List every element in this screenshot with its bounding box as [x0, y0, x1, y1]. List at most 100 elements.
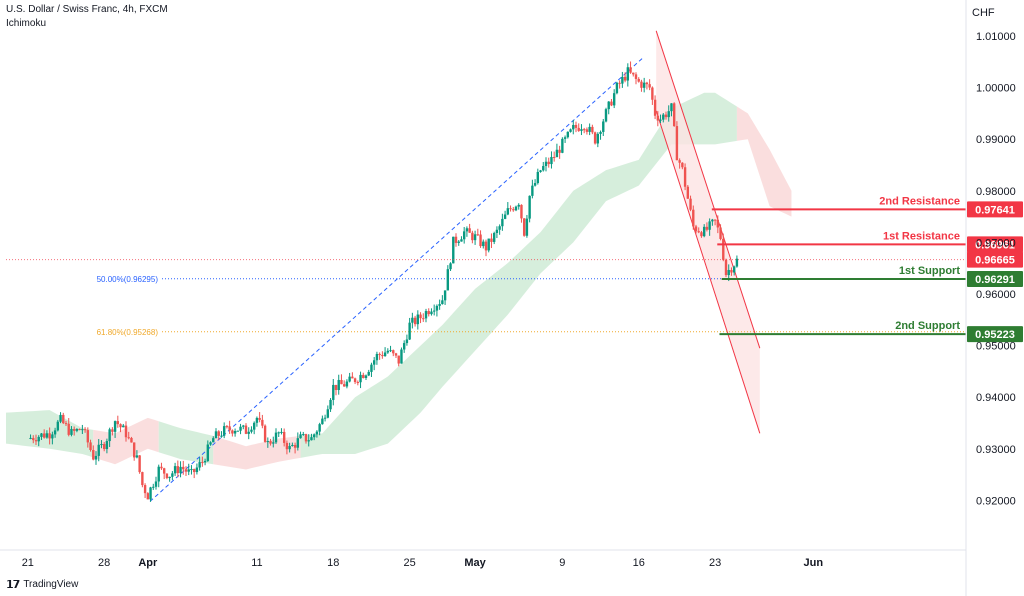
candle-body: [236, 430, 240, 432]
candle-body: [582, 129, 586, 131]
candle-body: [168, 476, 171, 479]
candle-body: [288, 446, 291, 450]
candle-body: [632, 72, 635, 75]
candle-body: [716, 219, 720, 228]
candle-body: [634, 74, 638, 79]
candle-body: [304, 434, 308, 442]
candle-body: [623, 76, 627, 81]
candle-body: [321, 418, 324, 425]
candle-body: [231, 430, 234, 434]
candle-body: [569, 129, 572, 132]
x-tick-label: May: [464, 557, 486, 569]
candle-body: [201, 462, 204, 464]
candle-body: [719, 227, 722, 239]
axis-currency-label: CHF: [972, 7, 995, 19]
y-tick-label: 0.96000: [976, 289, 1016, 301]
candle-body: [653, 99, 657, 116]
candle-body: [72, 428, 76, 431]
support-resistance-levels: 2nd Resistance 0.97641 1st Resistance 0.969…: [6, 195, 1023, 343]
candle-body: [659, 119, 662, 121]
candle-body: [389, 350, 392, 352]
candle-body: [348, 376, 351, 382]
candle-body: [498, 226, 501, 230]
channel-lower-line: [655, 110, 761, 434]
candle-body: [692, 209, 695, 227]
candle-body: [255, 417, 259, 423]
candle-body: [602, 121, 605, 132]
candle-body: [198, 462, 201, 468]
candle-body: [105, 441, 109, 450]
candle-body: [419, 314, 422, 319]
candle-body: [252, 422, 256, 430]
candle-body: [558, 149, 561, 153]
candle-body: [670, 103, 673, 112]
candle-body: [203, 460, 207, 463]
candle-body: [113, 421, 117, 432]
candle-body: [413, 317, 417, 325]
candle-body: [274, 432, 278, 443]
candle-body: [182, 466, 185, 470]
candle-body: [430, 311, 433, 315]
tradingview-logo[interactable]: 𝟭𝟳 TradingView: [6, 578, 78, 591]
candle-body: [593, 132, 597, 144]
candle-body: [681, 162, 684, 168]
candle-body: [454, 236, 458, 243]
candle-body: [525, 218, 529, 236]
candle-body: [329, 399, 332, 410]
candle-body: [528, 195, 531, 219]
candle-body: [694, 226, 698, 232]
candle-body: [239, 426, 242, 431]
candle-body: [495, 229, 499, 233]
candle-body: [173, 466, 177, 474]
candle-body: [501, 218, 504, 227]
candle-body: [83, 429, 87, 431]
candle-body: [228, 426, 231, 431]
candle-body: [610, 101, 613, 106]
indicator-label[interactable]: Ichimoku: [6, 18, 47, 29]
candle-body: [212, 438, 215, 443]
candle-body: [722, 238, 725, 260]
y-tick-label: 0.99000: [976, 134, 1016, 146]
candle-body: [697, 231, 700, 233]
candles: [29, 61, 739, 502]
candle-body: [566, 131, 570, 138]
y-tick-label: 0.92000: [976, 495, 1016, 507]
candle-body: [642, 82, 646, 88]
candle-body: [517, 204, 520, 207]
candle-body: [135, 455, 139, 458]
tradingview-logo-text: TradingView: [23, 579, 79, 590]
candle-body: [686, 186, 690, 199]
candle-body: [97, 444, 100, 456]
resistance-price-tag-text: 0.96961: [975, 239, 1015, 251]
candle-body: [618, 82, 621, 84]
candle-body: [405, 339, 409, 344]
candle-body: [53, 430, 57, 435]
candle-body: [503, 214, 507, 219]
candle-body: [132, 442, 136, 458]
candle-body: [323, 417, 327, 419]
cloud-green-segment: [300, 92, 737, 458]
resistance-price-tag-text: 0.97641: [975, 204, 1015, 216]
support-price-tag: [967, 270, 1023, 287]
ascending-trendline: [149, 57, 644, 502]
x-tick-label: 21: [22, 557, 34, 569]
candle-body: [261, 419, 264, 426]
candle-body: [332, 384, 335, 400]
candle-body: [51, 434, 54, 439]
candle-body: [536, 171, 540, 184]
candle-body: [735, 258, 739, 267]
candle-body: [315, 431, 319, 435]
resistance-label: 2nd Resistance: [879, 195, 960, 207]
candle-body: [92, 450, 95, 460]
candle-body: [381, 355, 384, 357]
candle-body: [171, 473, 174, 477]
candle-body: [291, 444, 294, 447]
candle-body: [233, 430, 237, 434]
x-tick-label: 11: [251, 557, 262, 569]
candle-body: [250, 429, 253, 432]
candle-body: [280, 431, 283, 433]
candle-body: [119, 424, 122, 428]
candle-body: [424, 311, 428, 319]
candle-body: [111, 429, 114, 432]
